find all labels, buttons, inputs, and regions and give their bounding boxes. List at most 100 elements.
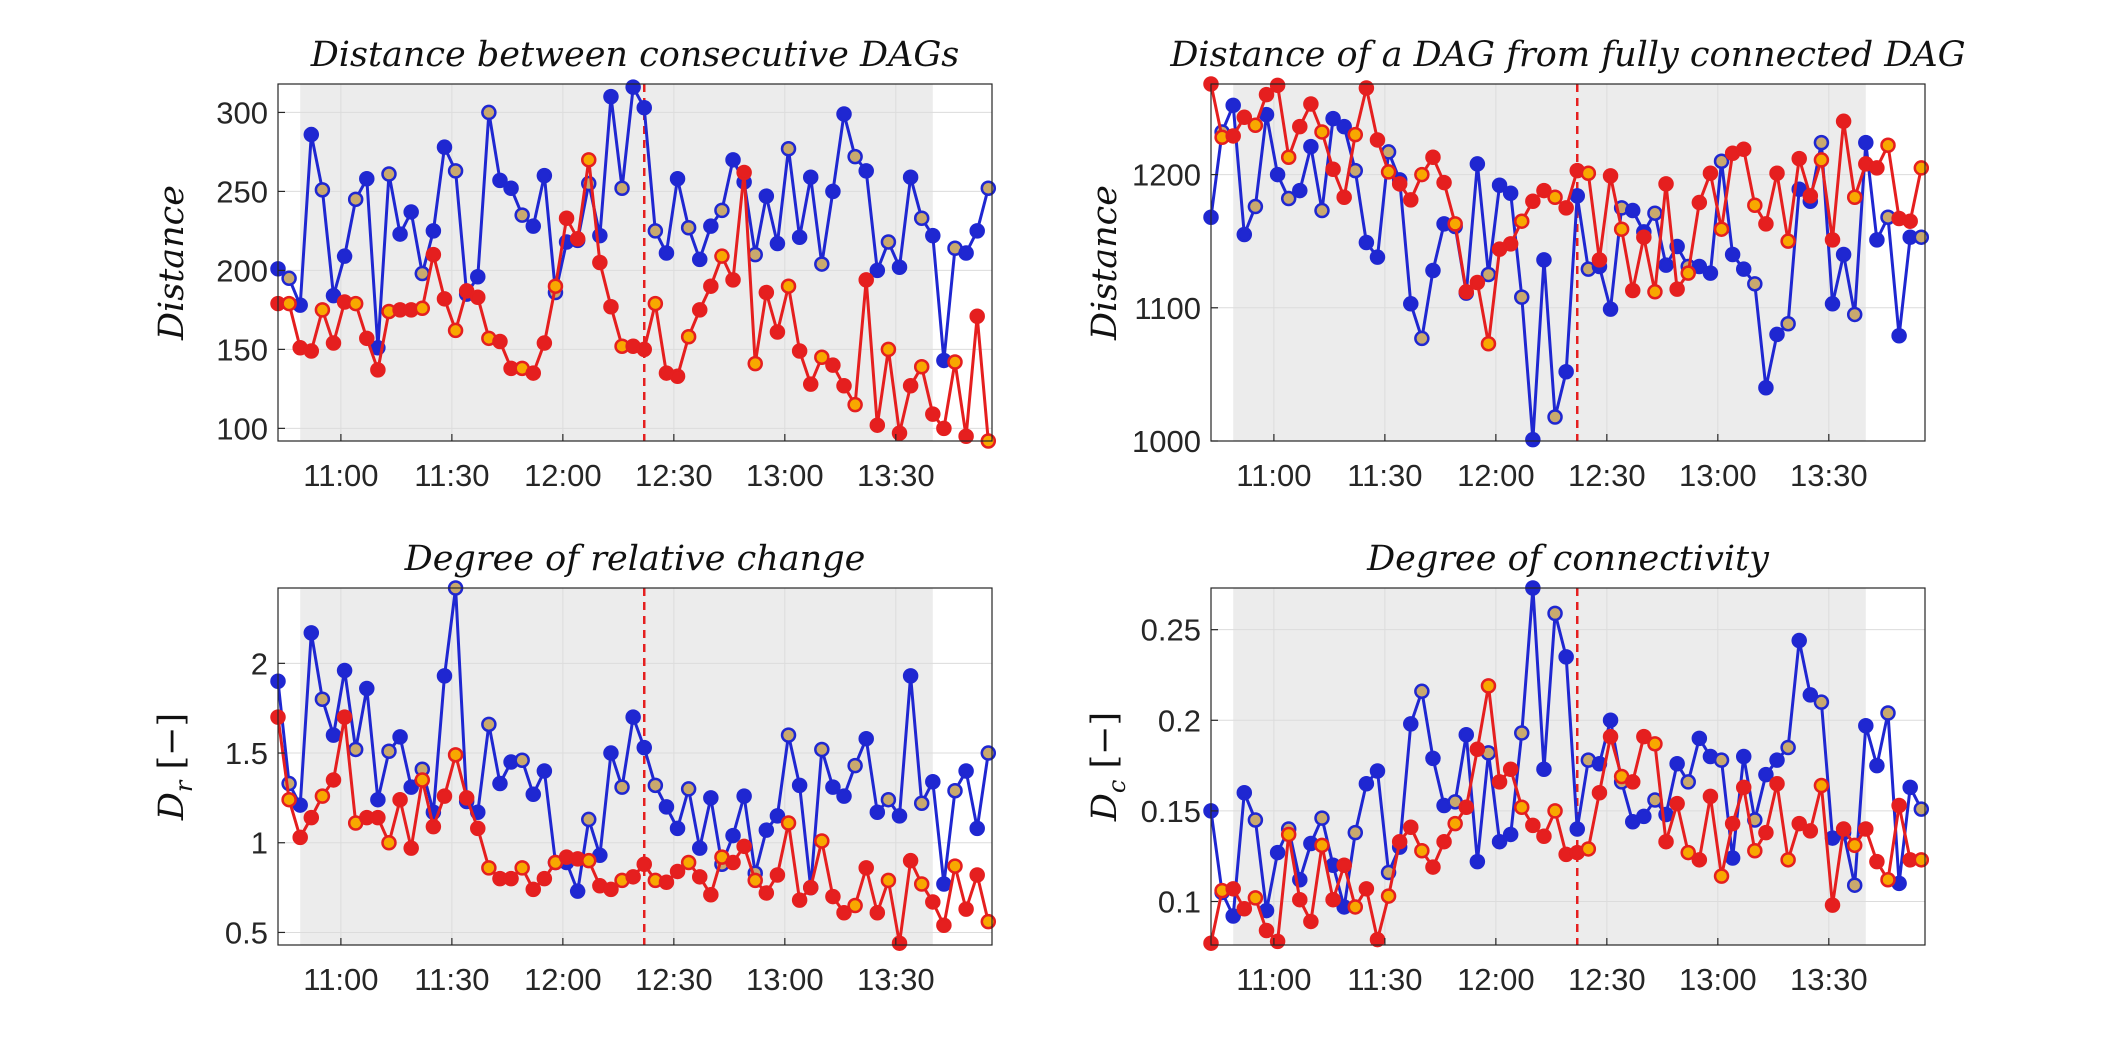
y-tick-label: 0.15 xyxy=(1141,794,1201,829)
data-point xyxy=(749,874,762,887)
data-point xyxy=(960,247,973,260)
data-point xyxy=(1904,781,1917,794)
data-point xyxy=(1693,196,1706,209)
y-tick-label: 1000 xyxy=(1132,424,1201,459)
data-point xyxy=(882,235,895,248)
x-tick-label: 12:00 xyxy=(524,458,602,493)
data-point xyxy=(1282,828,1295,841)
data-point xyxy=(1537,763,1550,776)
panel-title: Distance between consecutive DAGs xyxy=(310,35,960,75)
data-point xyxy=(527,788,540,801)
data-point xyxy=(1415,332,1428,345)
data-point xyxy=(1859,719,1872,732)
x-tick-label: 13:00 xyxy=(1679,962,1757,997)
data-point xyxy=(893,427,906,440)
data-point xyxy=(960,903,973,916)
data-point xyxy=(1715,754,1728,767)
data-point xyxy=(1693,732,1706,745)
data-point xyxy=(1626,775,1639,788)
data-point xyxy=(604,747,617,760)
data-point xyxy=(305,344,318,357)
data-point xyxy=(1604,714,1617,727)
data-point xyxy=(704,220,717,233)
data-point xyxy=(1426,752,1439,765)
data-point xyxy=(682,782,695,795)
data-point xyxy=(283,297,296,310)
data-point xyxy=(727,273,740,286)
data-point xyxy=(1293,120,1306,133)
data-point xyxy=(1271,935,1284,948)
data-point xyxy=(283,272,296,285)
data-point xyxy=(1771,167,1784,180)
data-point xyxy=(1882,873,1895,886)
data-point xyxy=(815,834,828,847)
data-point xyxy=(1360,777,1373,790)
data-point xyxy=(438,292,451,305)
data-point xyxy=(849,899,862,912)
data-point xyxy=(1282,151,1295,164)
data-point xyxy=(1415,685,1428,698)
x-tick-label: 12:30 xyxy=(635,962,713,997)
y-tick-label: 1200 xyxy=(1132,158,1201,193)
data-point xyxy=(427,224,440,237)
data-point xyxy=(616,781,629,794)
x-tick-label: 11:00 xyxy=(303,458,378,493)
data-point xyxy=(1604,730,1617,743)
data-point xyxy=(1804,824,1817,837)
data-point xyxy=(727,856,740,869)
data-point xyxy=(1438,176,1451,189)
data-point xyxy=(593,256,606,269)
data-point xyxy=(1759,381,1772,394)
y-tick-label: 0.25 xyxy=(1141,613,1201,648)
data-point xyxy=(1371,133,1384,146)
data-point xyxy=(1682,775,1695,788)
data-point xyxy=(926,775,939,788)
data-point xyxy=(760,190,773,203)
data-point xyxy=(649,224,662,237)
data-point xyxy=(449,164,462,177)
data-point xyxy=(782,280,795,293)
data-point xyxy=(882,343,895,356)
data-point xyxy=(1671,757,1684,770)
data-point xyxy=(1249,813,1262,826)
y-tick-label: 0.2 xyxy=(1158,703,1201,738)
data-point xyxy=(627,711,640,724)
data-point xyxy=(516,209,529,222)
data-point xyxy=(327,337,340,350)
data-point xyxy=(682,221,695,234)
data-point xyxy=(371,793,384,806)
data-point xyxy=(738,840,751,853)
data-point xyxy=(1882,139,1895,152)
data-point xyxy=(604,90,617,103)
data-point xyxy=(338,250,351,263)
data-point xyxy=(1759,217,1772,230)
data-point xyxy=(527,883,540,896)
data-point xyxy=(1826,899,1839,912)
data-point xyxy=(971,224,984,237)
data-point xyxy=(1848,308,1861,321)
data-point xyxy=(1426,264,1439,277)
x-tick-label: 11:30 xyxy=(1347,458,1422,493)
data-point xyxy=(1671,283,1684,296)
data-point xyxy=(416,267,429,280)
y-axis-label: Dr [−] xyxy=(152,713,198,821)
x-tick-label: 13:00 xyxy=(746,962,824,997)
data-point xyxy=(1626,284,1639,297)
data-point xyxy=(715,250,728,263)
data-point xyxy=(915,360,928,373)
data-point xyxy=(1382,890,1395,903)
data-point xyxy=(1504,237,1517,250)
data-point xyxy=(1660,259,1673,272)
data-point xyxy=(471,270,484,283)
data-point xyxy=(382,745,395,758)
panel-title: Degree of relative change xyxy=(404,539,866,579)
data-point xyxy=(482,718,495,731)
data-point xyxy=(1571,823,1584,836)
data-point xyxy=(1782,853,1795,866)
data-point xyxy=(1637,231,1650,244)
data-point xyxy=(616,182,629,195)
data-point xyxy=(982,182,995,195)
data-point xyxy=(826,890,839,903)
data-point xyxy=(949,860,962,873)
x-tick-label: 12:00 xyxy=(1457,962,1535,997)
